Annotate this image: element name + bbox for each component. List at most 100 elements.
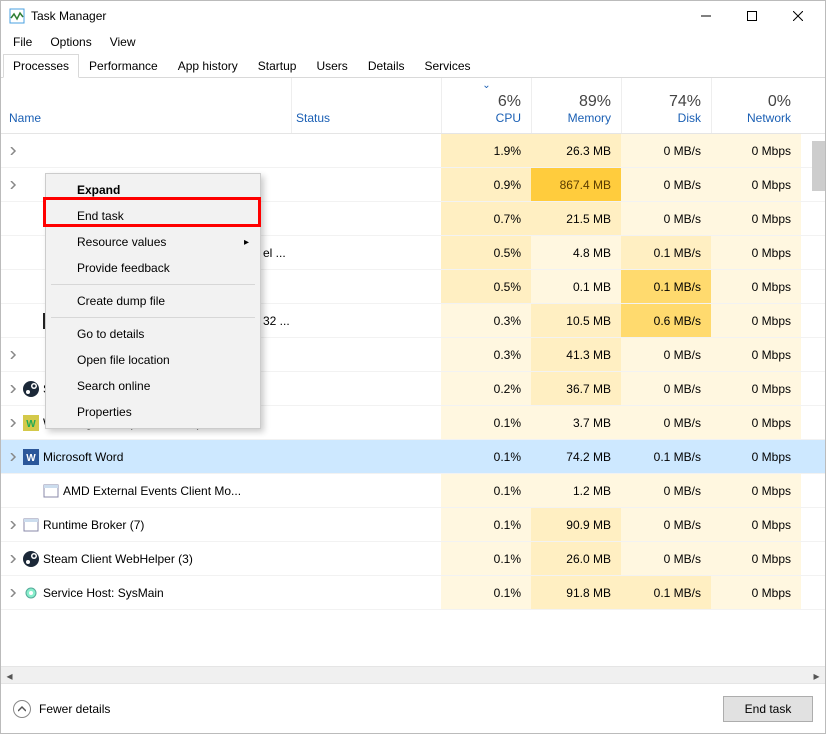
context-menu-item[interactable]: Go to details: [49, 321, 257, 347]
disk-label: Disk: [678, 111, 701, 125]
tab-performance[interactable]: Performance: [79, 54, 168, 78]
table-row[interactable]: Runtime Broker (7)0.1%90.9 MB0 MB/s0 Mbp…: [1, 508, 825, 542]
menubar: File Options View: [1, 31, 825, 53]
process-name-cell[interactable]: WMicrosoft Word: [1, 449, 291, 465]
disk-cell: 0.1 MB/s: [621, 576, 711, 609]
network-cell: 0 Mbps: [711, 304, 801, 337]
expand-icon: [7, 315, 19, 327]
expand-icon: [7, 281, 19, 293]
scrollbar-vertical[interactable]: [812, 134, 825, 190]
context-menu-item[interactable]: Expand: [49, 177, 257, 203]
expand-icon[interactable]: [7, 145, 19, 157]
table-row[interactable]: AMD External Events Client Mo...0.1%1.2 …: [1, 474, 825, 508]
memory-cell: 36.7 MB: [531, 372, 621, 405]
disk-cell: 0 MB/s: [621, 202, 711, 235]
menu-options[interactable]: Options: [42, 33, 99, 51]
table-row[interactable]: WMicrosoft Word0.1%74.2 MB0.1 MB/s0 Mbps: [1, 440, 825, 474]
expand-icon[interactable]: [7, 417, 19, 429]
fewer-details-label: Fewer details: [39, 702, 110, 716]
tab-services[interactable]: Services: [415, 54, 481, 78]
expand-icon[interactable]: [7, 179, 19, 191]
menu-view[interactable]: View: [102, 33, 144, 51]
network-cell: 0 Mbps: [711, 406, 801, 439]
expand-icon[interactable]: [7, 519, 19, 531]
tab-processes[interactable]: Processes: [3, 54, 79, 78]
memory-cell: 4.8 MB: [531, 236, 621, 269]
process-name: Runtime Broker (7): [43, 518, 144, 532]
disk-cell: 0 MB/s: [621, 338, 711, 371]
col-header-status[interactable]: Status: [291, 78, 441, 133]
table-row[interactable]: 1.9%26.3 MB0 MB/s0 Mbps: [1, 134, 825, 168]
table-row[interactable]: Service Host: SysMain 0.1%91.8 MB0.1 MB/s…: [1, 576, 825, 610]
menu-separator: [51, 284, 255, 285]
scrollbar-horizontal[interactable]: ◂ ▸: [1, 666, 825, 683]
process-name: Steam Client WebHelper (3): [43, 552, 193, 566]
tab-app-history[interactable]: App history: [168, 54, 248, 78]
table-row[interactable]: Steam Client WebHelper (3)0.1%26.0 MB0 M…: [1, 542, 825, 576]
cpu-cell: 0.2%: [441, 372, 531, 405]
maximize-button[interactable]: [729, 1, 775, 31]
context-menu-item[interactable]: Open file location: [49, 347, 257, 373]
menu-file[interactable]: File: [5, 33, 40, 51]
titlebar[interactable]: Task Manager: [1, 1, 825, 31]
context-menu-item[interactable]: End task: [49, 203, 257, 229]
col-header-cpu[interactable]: ⌄ 6% CPU: [441, 78, 531, 133]
context-menu-item[interactable]: Resource values▸: [49, 229, 257, 255]
expand-icon[interactable]: [7, 587, 19, 599]
process-icon: [23, 381, 39, 397]
context-menu-item[interactable]: Properties: [49, 399, 257, 425]
fewer-details-button[interactable]: Fewer details: [13, 700, 110, 718]
context-menu-item[interactable]: Search online: [49, 373, 257, 399]
memory-cell: 91.8 MB: [531, 576, 621, 609]
col-header-memory[interactable]: 89% Memory: [531, 78, 621, 133]
cpu-cell: 0.5%: [441, 270, 531, 303]
disk-total: 74%: [669, 93, 701, 111]
cpu-total: 6%: [498, 93, 521, 111]
minimize-button[interactable]: [683, 1, 729, 31]
column-headers: Name Status ⌄ 6% CPU 89% Memory 74% Disk…: [1, 78, 825, 134]
network-cell: 0 Mbps: [711, 236, 801, 269]
end-task-button[interactable]: End task: [723, 696, 813, 722]
cpu-cell: 0.3%: [441, 338, 531, 371]
process-name-cell[interactable]: Steam Client WebHelper (3): [1, 551, 291, 567]
expand-icon[interactable]: [7, 383, 19, 395]
submenu-arrow-icon: ▸: [244, 237, 249, 248]
expand-icon[interactable]: [7, 553, 19, 565]
tab-users[interactable]: Users: [306, 54, 357, 78]
footer: Fewer details End task: [1, 683, 825, 733]
network-cell: 0 Mbps: [711, 542, 801, 575]
memory-cell: 41.3 MB: [531, 338, 621, 371]
process-name-cell[interactable]: Service Host: SysMain: [1, 585, 291, 601]
memory-label: Memory: [568, 111, 611, 125]
task-manager-window: Task Manager File Options View Processes…: [0, 0, 826, 734]
cpu-cell: 0.1%: [441, 542, 531, 575]
cpu-cell: 0.5%: [441, 236, 531, 269]
expand-icon[interactable]: [7, 451, 19, 463]
disk-cell: 0 MB/s: [621, 542, 711, 575]
cpu-cell: 0.1%: [441, 576, 531, 609]
disk-cell: 0.1 MB/s: [621, 440, 711, 473]
process-name-cell[interactable]: [1, 143, 291, 159]
cpu-cell: 0.3%: [441, 304, 531, 337]
col-header-network[interactable]: 0% Network: [711, 78, 801, 133]
process-name: Service Host: SysMain: [43, 586, 164, 600]
context-menu-item[interactable]: Create dump file: [49, 288, 257, 314]
process-name-cell[interactable]: Runtime Broker (7): [1, 517, 291, 533]
network-cell: 0 Mbps: [711, 202, 801, 235]
tab-startup[interactable]: Startup: [248, 54, 307, 78]
context-menu-item[interactable]: Provide feedback: [49, 255, 257, 281]
menu-separator: [51, 317, 255, 318]
scroll-right-icon[interactable]: ▸: [808, 667, 825, 683]
process-icon: [23, 177, 39, 193]
expand-icon: [7, 247, 19, 259]
svg-text:W: W: [26, 453, 36, 464]
expand-icon[interactable]: [7, 349, 19, 361]
col-header-name[interactable]: Name: [1, 78, 291, 133]
tab-details[interactable]: Details: [358, 54, 415, 78]
memory-cell: 90.9 MB: [531, 508, 621, 541]
close-button[interactable]: [775, 1, 821, 31]
col-header-disk[interactable]: 74% Disk: [621, 78, 711, 133]
memory-cell: 3.7 MB: [531, 406, 621, 439]
scroll-left-icon[interactable]: ◂: [1, 667, 18, 683]
process-name-cell[interactable]: AMD External Events Client Mo...: [1, 483, 291, 499]
